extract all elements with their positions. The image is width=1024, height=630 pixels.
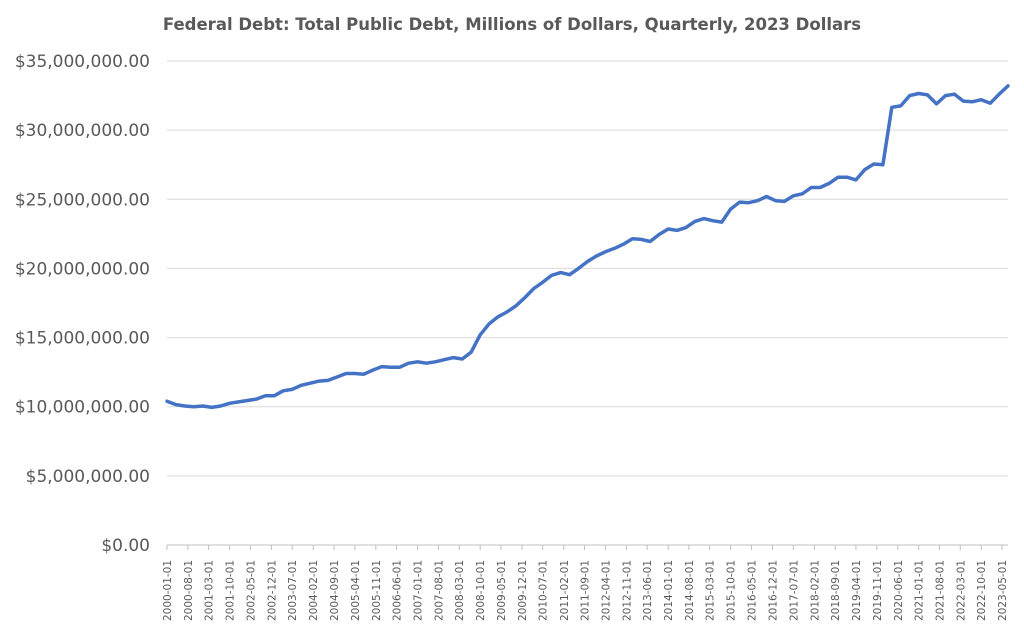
- x-tick-label: 2019-11-01: [872, 560, 884, 621]
- y-tick-label: $25,000,000.00: [15, 190, 150, 210]
- x-tick-label: 2004-09-01: [329, 560, 341, 621]
- x-tick-label: 2002-05-01: [245, 560, 257, 621]
- x-tick-label: 2006-06-01: [392, 560, 404, 621]
- x-tick-label: 2017-07-01: [788, 560, 800, 621]
- x-tick-label: 2016-12-01: [768, 560, 780, 621]
- series-layer: [165, 84, 1010, 410]
- y-tick-label: $20,000,000.00: [15, 259, 150, 279]
- x-axis-tick-labels: 2000-01-01 2000-08-01 2001-03-01 2001-10-01…: [162, 560, 1009, 621]
- x-tick-label: 2008-10-01: [475, 560, 487, 621]
- x-tick-label: 2022-10-01: [976, 560, 988, 621]
- x-tick-label: 2014-01-01: [663, 560, 675, 621]
- x-tick-label: 2013-06-01: [642, 560, 654, 621]
- series-line: [165, 84, 1010, 410]
- x-tick-label: 2021-08-01: [935, 560, 947, 621]
- x-tick-label: 2023-05-01: [997, 560, 1009, 621]
- x-tick-label: 2019-04-01: [851, 560, 863, 621]
- x-tick-label: 2011-02-01: [559, 560, 571, 621]
- x-tick-label: 2011-09-01: [580, 560, 592, 621]
- x-tick-label: 2005-04-01: [350, 560, 362, 621]
- y-axis-tick-labels: $0.00 $5,000,000.00 $10,000,000.00 $15,000,…: [15, 52, 150, 556]
- x-tick-label: 2012-11-01: [621, 560, 633, 621]
- y-tick-label: $5,000,000.00: [26, 467, 150, 487]
- y-tick-label: $35,000,000.00: [15, 52, 150, 72]
- x-tick-label: 2004-02-01: [308, 560, 320, 621]
- gridlines: [166, 60, 1008, 550]
- x-tick-label: 2018-09-01: [830, 560, 842, 621]
- x-tick-label: 2012-04-01: [600, 560, 612, 621]
- chart-title: Federal Debt: Total Public Debt, Million…: [162, 15, 862, 34]
- x-tick-label: 2001-10-01: [225, 560, 237, 621]
- y-tick-label: $30,000,000.00: [15, 121, 150, 141]
- y-tick-label: $15,000,000.00: [15, 329, 150, 349]
- x-tick-label: 2005-11-01: [371, 560, 383, 621]
- x-tick-label: 2000-01-01: [162, 560, 174, 621]
- x-tick-label: 2014-08-01: [684, 560, 696, 621]
- x-tick-label: 2015-10-01: [726, 560, 738, 621]
- x-tick-label: 2008-03-01: [454, 560, 466, 621]
- y-tick-label: $0.00: [101, 536, 150, 556]
- x-tick-label: 2003-07-01: [287, 560, 299, 621]
- x-tick-label: 2009-05-01: [496, 560, 508, 621]
- x-tick-label: 2022-03-01: [955, 560, 967, 621]
- x-tick-label: 2002-12-01: [266, 560, 278, 621]
- x-tick-label: 2007-01-01: [413, 560, 425, 621]
- x-tick-label: 2015-03-01: [705, 560, 717, 621]
- y-tick-label: $10,000,000.00: [15, 398, 150, 418]
- x-tick-label: 2016-05-01: [747, 560, 759, 621]
- x-tick-label: 2000-08-01: [183, 560, 195, 621]
- x-tick-label: 2001-03-01: [204, 560, 216, 621]
- x-tick-label: 2020-06-01: [893, 560, 905, 621]
- x-tick-label: 2009-12-01: [517, 560, 529, 621]
- x-tick-label: 2018-02-01: [809, 560, 821, 621]
- x-tick-label: 2007-08-01: [433, 560, 445, 621]
- x-tick-label: 2010-07-01: [538, 560, 550, 621]
- x-tick-label: 2021-01-01: [914, 560, 926, 621]
